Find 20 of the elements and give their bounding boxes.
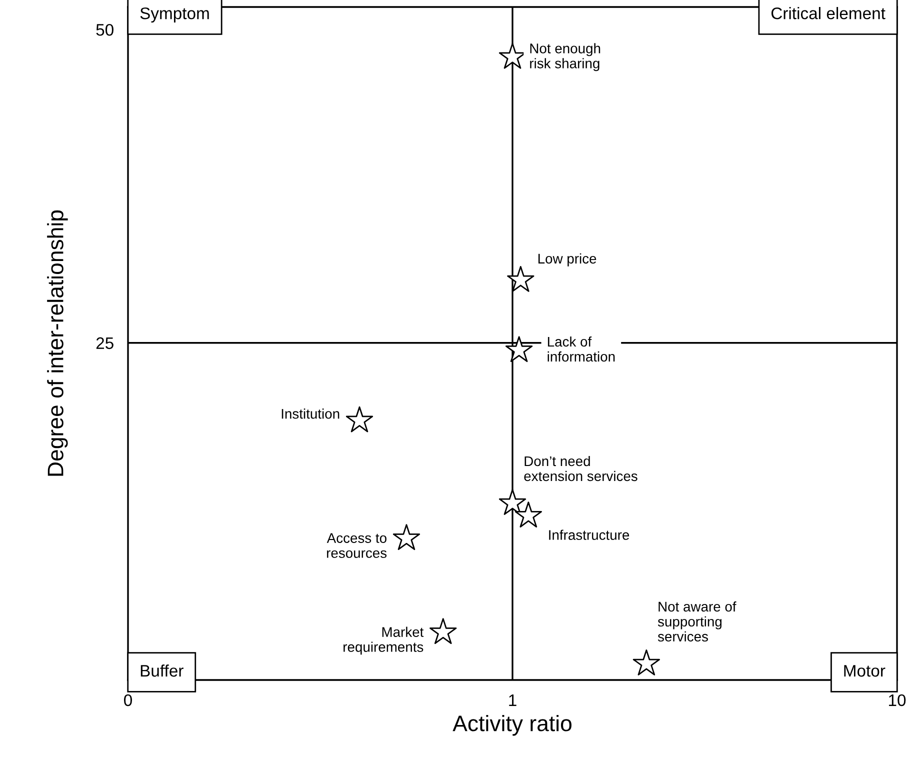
annotation: Not enough risk sharing — [530, 43, 600, 72]
y-tick-label: 25 — [96, 337, 114, 350]
annotation: Institution — [282, 408, 340, 419]
y-axis-title: Degree of inter-relationship — [47, 210, 68, 476]
annotation: Market requirements — [344, 626, 424, 655]
annotation: Lack of information — [548, 336, 615, 362]
annotation: Buffer — [140, 664, 184, 677]
x-tick-label: 1 — [509, 694, 516, 706]
annotation: Infrastructure — [549, 530, 630, 540]
annotation: Don’t need extension services — [524, 456, 638, 482]
y-tick-label: 50 — [96, 24, 114, 36]
annotation: Not aware of supporting services — [658, 601, 736, 642]
x-tick-label: 10 — [889, 694, 906, 706]
x-axis-title: Activity ratio — [452, 714, 572, 736]
annotation: Motor — [844, 665, 886, 677]
annotation: Symptom — [140, 7, 209, 23]
annotation: Access to resources — [326, 533, 387, 558]
x-tick-label: 0 — [124, 694, 132, 706]
annotation: Low price — [538, 253, 596, 266]
annotation: Critical element — [771, 7, 886, 20]
